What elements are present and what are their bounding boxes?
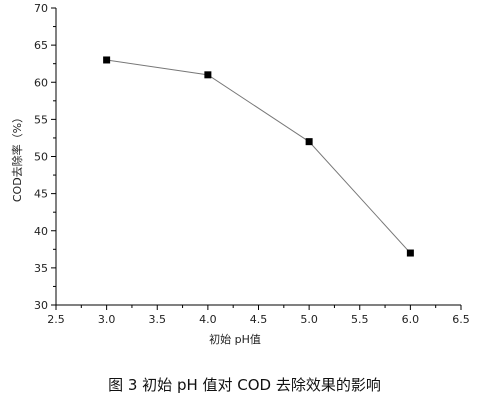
data-point: [103, 56, 111, 64]
y-tick-label: 35: [34, 262, 48, 275]
x-tick-label: 5.0: [300, 313, 318, 326]
y-tick-label: 55: [34, 113, 48, 126]
data-point: [305, 138, 313, 146]
data-point: [406, 249, 414, 257]
x-axis-title: 初始 pH值: [209, 332, 261, 346]
figure-caption: 图 3 初始 pH 值对 COD 去除效果的影响: [108, 376, 381, 394]
x-tick-label: 4.5: [250, 313, 268, 326]
axes: 2.5 3.0 3.5 4.0 4.5 5.0 5.5 6.0 6.5 30 35 40 45 50 55 6…: [34, 2, 470, 326]
line-chart: 2.5 3.0 3.5 4.0 4.5 5.0 5.5 6.0 6.5 30 35 40 45 50 55 6…: [10, 2, 470, 346]
x-tick-label: 2.5: [47, 313, 65, 326]
data-series: [103, 56, 414, 257]
y-axis-title: COD去除率（%）: [10, 112, 24, 202]
y-tick-label: 45: [34, 188, 48, 201]
x-tick-label: 6.5: [452, 313, 470, 326]
y-tick-label: 50: [34, 151, 48, 164]
x-tick-label: 6.0: [402, 313, 420, 326]
x-tick-label: 5.5: [351, 313, 369, 326]
y-tick-label: 30: [34, 299, 48, 312]
y-tick-label: 60: [34, 76, 48, 89]
y-tick-label: 70: [34, 2, 48, 15]
y-tick-label: 65: [34, 39, 48, 52]
x-tick-label: 4.0: [199, 313, 217, 326]
data-point: [204, 71, 212, 79]
series-line: [106, 59, 411, 254]
x-tick-label: 3.0: [98, 313, 116, 326]
x-tick-label: 3.5: [149, 313, 167, 326]
y-tick-label: 40: [34, 225, 48, 238]
